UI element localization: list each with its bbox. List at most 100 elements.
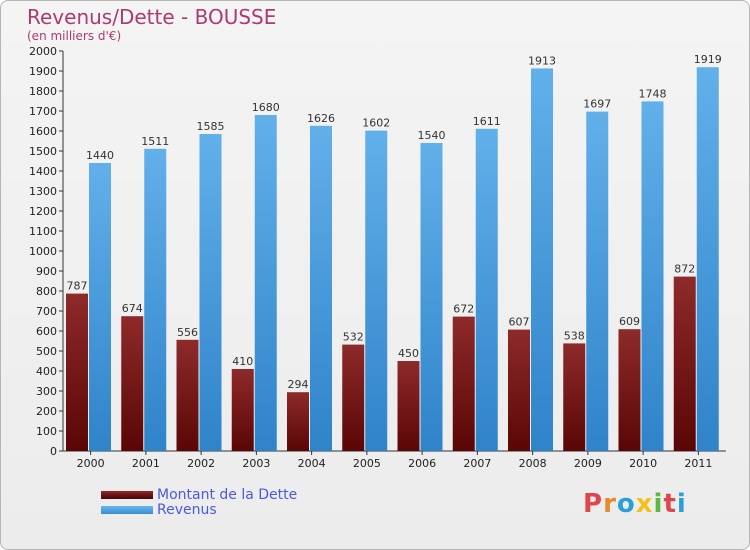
- y-tick-label: 2000: [29, 45, 57, 58]
- legend-item-revenus: Revenus: [101, 501, 297, 518]
- y-tick-label: 1200: [29, 205, 57, 218]
- y-tick-label: 700: [36, 305, 57, 318]
- x-tick-label: 2008: [519, 457, 547, 470]
- data-label-dette: 607: [509, 316, 530, 329]
- data-label-revenus: 1511: [141, 135, 169, 148]
- y-tick-label: 200: [36, 405, 57, 418]
- bar-revenus: [199, 134, 222, 451]
- chart-title: Revenus/Dette - BOUSSE: [27, 5, 277, 29]
- y-tick-label: 1300: [29, 185, 57, 198]
- bar-dette: [231, 369, 254, 451]
- bar-revenus: [696, 67, 719, 451]
- logo-letter: P: [583, 489, 604, 519]
- y-tick-label: 1000: [29, 245, 57, 258]
- bars-layer: 787 1440 674 1511 556 1585 410 1680 294 1626 532 16…: [66, 53, 722, 452]
- legend-item-dette: Montant de la Dette: [101, 486, 298, 503]
- y-tick-label: 400: [36, 365, 57, 378]
- y-tick-label: 100: [36, 425, 57, 438]
- axis-layer: 0 100 200 300 400 500 600 700 800 900 1000 1100 1200…: [29, 45, 726, 470]
- legend-swatch-revenus: [101, 505, 153, 514]
- bar-revenus: [89, 163, 111, 451]
- bar-dette: [342, 344, 365, 451]
- bar-dette: [287, 392, 309, 451]
- data-label-dette: 787: [67, 280, 88, 293]
- y-tick-label: 1100: [29, 225, 57, 238]
- y-tick-label: 1700: [29, 105, 57, 118]
- x-tick-label: 2010: [629, 457, 657, 470]
- data-label-dette: 609: [619, 315, 640, 328]
- bar-revenus: [641, 101, 664, 452]
- y-tick-label: 1800: [29, 85, 57, 98]
- y-tick-label: 1600: [29, 125, 57, 138]
- y-tick-label: 600: [36, 325, 57, 338]
- y-tick-label: 300: [36, 385, 57, 398]
- bar-revenus: [365, 130, 388, 451]
- bar-dette: [563, 343, 586, 451]
- logo-letter: t: [663, 489, 677, 519]
- x-tick-label: 2004: [298, 457, 326, 470]
- data-label-revenus: 1626: [307, 112, 335, 125]
- y-tick-label: 800: [36, 285, 57, 298]
- data-label-dette: 672: [453, 303, 474, 316]
- bar-dette: [673, 276, 696, 451]
- logo-letter: o: [616, 489, 636, 519]
- x-tick-label: 2003: [242, 457, 270, 470]
- bar-dette: [618, 329, 641, 451]
- x-tick-label: 2011: [684, 457, 712, 470]
- logo-letter: i: [676, 489, 687, 519]
- x-tick-label: 2006: [408, 457, 436, 470]
- data-label-revenus: 1680: [252, 101, 280, 114]
- bar-dette: [121, 316, 144, 451]
- proxiti-logo: Proxiti: [583, 489, 687, 519]
- legend-label-revenus: Revenus: [157, 501, 217, 518]
- bar-revenus: [586, 111, 609, 451]
- bar-revenus: [475, 128, 498, 452]
- bar-revenus: [254, 115, 277, 451]
- legend-label-dette: Montant de la Dette: [157, 486, 298, 503]
- bar-revenus: [531, 68, 553, 452]
- chart-subtitle: (en milliers d'€): [27, 29, 122, 43]
- data-label-dette: 532: [343, 331, 364, 344]
- logo-letter: r: [603, 489, 617, 519]
- x-tick-label: 2000: [77, 457, 105, 470]
- y-tick-label: 1500: [29, 145, 57, 158]
- x-tick-label: 2001: [132, 457, 160, 470]
- data-label-revenus: 1748: [639, 87, 667, 100]
- y-tick-label: 1900: [29, 65, 57, 78]
- bar-dette: [397, 361, 420, 451]
- x-tick-label: 2009: [574, 457, 602, 470]
- data-label-dette: 872: [674, 263, 695, 276]
- data-label-dette: 450: [398, 347, 419, 360]
- data-label-revenus: 1919: [694, 53, 722, 66]
- bar-dette: [452, 316, 475, 451]
- legend-swatch-dette: [101, 490, 153, 499]
- data-label-revenus: 1585: [197, 120, 225, 133]
- bar-revenus: [144, 148, 167, 452]
- y-tick-label: 900: [36, 265, 57, 278]
- data-label-revenus: 1602: [362, 117, 390, 130]
- data-label-revenus: 1440: [86, 149, 114, 162]
- data-label-revenus: 1913: [528, 54, 556, 67]
- x-tick-label: 2005: [353, 457, 381, 470]
- bar-dette: [176, 339, 199, 451]
- data-label-revenus: 1540: [418, 129, 446, 142]
- bar-revenus: [420, 143, 443, 451]
- bar-dette: [508, 329, 530, 451]
- data-label-revenus: 1697: [583, 98, 611, 111]
- data-label-dette: 538: [564, 329, 585, 342]
- bar-revenus: [310, 125, 332, 452]
- y-tick-label: 1400: [29, 165, 57, 178]
- data-label-dette: 674: [122, 302, 143, 315]
- data-label-revenus: 1611: [473, 115, 501, 128]
- logo-letter: i: [653, 489, 664, 519]
- bar-dette: [66, 293, 88, 451]
- data-label-dette: 556: [177, 326, 198, 339]
- legend: Montant de la Dette Revenus: [101, 486, 298, 518]
- x-tick-label: 2007: [463, 457, 491, 470]
- data-label-dette: 410: [232, 355, 253, 368]
- y-tick-label: 500: [36, 345, 57, 358]
- y-tick-label: 0: [50, 445, 57, 458]
- x-tick-label: 2002: [187, 457, 215, 470]
